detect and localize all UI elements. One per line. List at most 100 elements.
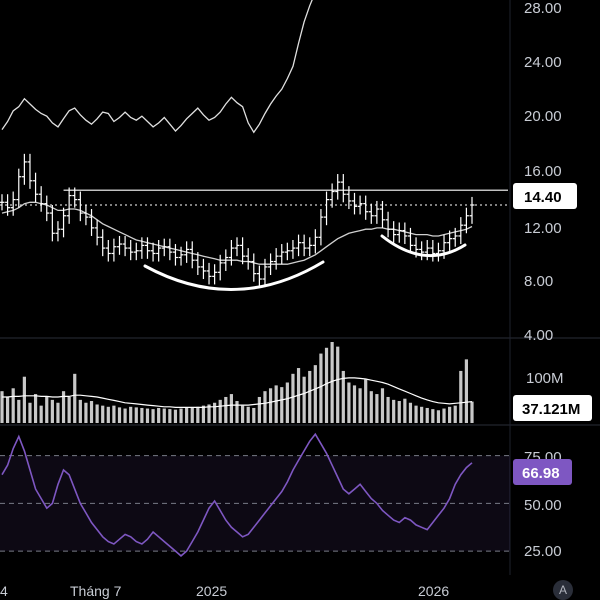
ohlc-bar[interactable] xyxy=(10,191,16,216)
ohlc-bar[interactable] xyxy=(100,229,106,257)
volume-bar[interactable] xyxy=(56,402,60,423)
volume-bar[interactable] xyxy=(268,388,273,423)
ohlc-bar[interactable] xyxy=(89,209,95,236)
volume-bar[interactable] xyxy=(89,401,94,423)
volume-bar[interactable] xyxy=(464,359,469,423)
volume-bar[interactable] xyxy=(358,388,362,423)
ohlc-bar[interactable] xyxy=(312,229,318,254)
volume-bar[interactable] xyxy=(101,405,105,423)
ohlc-bar[interactable] xyxy=(256,265,262,288)
ohlc-bar[interactable] xyxy=(161,238,167,257)
volume-bar[interactable] xyxy=(84,402,88,423)
volume-bar[interactable] xyxy=(470,401,474,423)
volume-bar[interactable] xyxy=(45,396,49,423)
ohlc-bar[interactable] xyxy=(150,242,156,262)
ohlc-bar[interactable] xyxy=(301,234,307,257)
volume-bar[interactable] xyxy=(375,394,379,423)
volume-bar[interactable] xyxy=(173,409,178,423)
ohlc-bar[interactable] xyxy=(452,227,458,247)
volume-bar[interactable] xyxy=(246,406,250,423)
ohlc-bar[interactable] xyxy=(33,172,39,203)
volume-bar[interactable] xyxy=(95,404,99,423)
ohlc-bar[interactable] xyxy=(447,230,453,251)
ohlc-bar[interactable] xyxy=(133,242,139,261)
ohlc-bar[interactable] xyxy=(0,194,5,211)
ohlc-bar[interactable] xyxy=(212,264,218,285)
ohlc-bar[interactable] xyxy=(105,240,111,262)
ohlc-bar[interactable] xyxy=(117,235,122,255)
ohlc-bar[interactable] xyxy=(402,222,408,245)
volume-bar[interactable] xyxy=(431,409,435,423)
ohlc-bar[interactable] xyxy=(167,238,173,261)
cup-arc[interactable] xyxy=(143,260,325,292)
ohlc-bar[interactable] xyxy=(251,253,257,282)
volume-bar[interactable] xyxy=(436,410,441,423)
volume-bar[interactable] xyxy=(39,405,43,423)
volume-average-line[interactable] xyxy=(2,377,473,408)
ohlc-bar[interactable] xyxy=(111,238,117,262)
volume-bar[interactable] xyxy=(408,402,413,423)
volume-bar[interactable] xyxy=(179,408,183,423)
volume-bar[interactable] xyxy=(263,391,267,423)
rsi-line[interactable] xyxy=(1,432,473,557)
ohlc-bar[interactable] xyxy=(195,252,201,275)
ohlc-bar[interactable] xyxy=(284,242,290,261)
volume-bar[interactable] xyxy=(442,408,446,423)
ohlc-bar[interactable] xyxy=(139,237,145,259)
ohlc-bar[interactable] xyxy=(206,262,212,285)
ohlc-bar[interactable] xyxy=(223,249,229,271)
volume-bar[interactable] xyxy=(207,404,211,423)
volume-bar[interactable] xyxy=(157,407,161,423)
ohlc-bar[interactable] xyxy=(16,168,22,208)
volume-bar[interactable] xyxy=(285,382,289,424)
ohlc-bar[interactable] xyxy=(240,237,246,265)
auto-scale-button[interactable]: A xyxy=(553,580,573,600)
volume-bar[interactable] xyxy=(403,398,407,423)
volume-bar[interactable] xyxy=(291,373,295,423)
volume-bar[interactable] xyxy=(380,388,385,423)
ohlc-bar[interactable] xyxy=(463,207,469,234)
volume-bar[interactable] xyxy=(392,399,396,423)
volume-bar[interactable] xyxy=(196,406,200,423)
volume-bar[interactable] xyxy=(78,399,82,423)
ohlc-bar[interactable] xyxy=(435,242,441,262)
volume-bar[interactable] xyxy=(67,396,71,423)
volume-bar[interactable] xyxy=(151,409,155,423)
ohlc-bar[interactable] xyxy=(38,186,44,212)
ohlc-bar[interactable] xyxy=(324,191,330,226)
volume-bar[interactable] xyxy=(240,405,245,423)
volume-bar[interactable] xyxy=(229,394,234,423)
ohlc-bar[interactable] xyxy=(290,240,296,259)
volume-bar[interactable] xyxy=(218,399,222,423)
ohlc-bar[interactable] xyxy=(122,235,128,257)
ohlc-bar[interactable] xyxy=(458,217,464,245)
upper-price-line[interactable] xyxy=(1,0,472,134)
volume-bar[interactable] xyxy=(386,396,390,423)
ohlc-bar[interactable] xyxy=(430,240,436,262)
volume-bar[interactable] xyxy=(129,406,133,423)
volume-bar[interactable] xyxy=(168,409,172,423)
ohlc-bar[interactable] xyxy=(5,194,11,216)
volume-bar[interactable] xyxy=(201,405,206,423)
ohlc-bar[interactable] xyxy=(144,237,150,259)
volume-bar[interactable] xyxy=(336,346,340,423)
volume-bar[interactable] xyxy=(448,406,452,423)
volume-bar[interactable] xyxy=(369,391,373,423)
handle-arc[interactable] xyxy=(380,234,467,258)
ohlc-bar[interactable] xyxy=(184,241,190,263)
volume-bar[interactable] xyxy=(224,396,228,423)
volume-bar[interactable] xyxy=(123,408,127,423)
volume-bar[interactable] xyxy=(117,407,122,423)
volume-bar[interactable] xyxy=(319,353,323,423)
ohlc-bar[interactable] xyxy=(55,221,61,242)
volume-bar[interactable] xyxy=(324,347,329,423)
ohlc-bar[interactable] xyxy=(268,253,274,275)
ohlc-bar[interactable] xyxy=(368,203,374,224)
volume-bar[interactable] xyxy=(185,407,189,423)
ohlc-bar[interactable] xyxy=(396,222,402,243)
volume-bar[interactable] xyxy=(73,373,77,423)
ohlc-bar[interactable] xyxy=(228,240,234,266)
ohlc-bar[interactable] xyxy=(329,183,335,208)
ohlc-bar[interactable] xyxy=(391,221,397,243)
